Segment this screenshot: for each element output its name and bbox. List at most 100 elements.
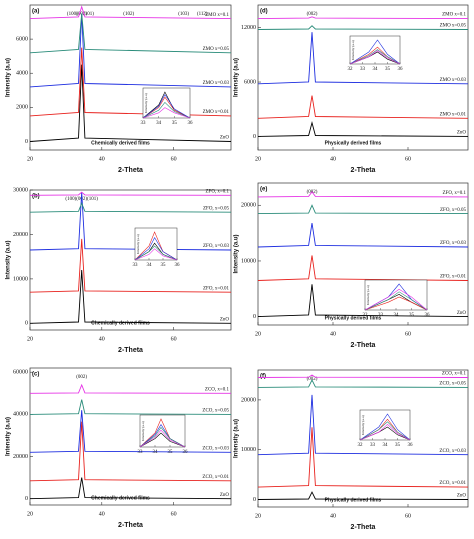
- y-tick-label: 0: [253, 497, 256, 503]
- y-tick-label: 0: [25, 496, 28, 502]
- peak-label: (100): [67, 12, 78, 17]
- inset-x-tick-label: 36: [398, 67, 404, 72]
- x-tick-label: 20: [255, 331, 261, 337]
- series-label: ZFO, x=0.01: [440, 275, 467, 280]
- inset-x-tick-label: 36: [183, 450, 189, 455]
- inset-y-label: Intensity (a.u): [141, 420, 145, 440]
- series-label: ZMO x=0.03: [440, 78, 467, 83]
- x-tick-label: 60: [405, 331, 411, 337]
- y-axis-label: Intensity (a.u): [6, 58, 12, 97]
- panel-label: (c): [32, 372, 39, 378]
- inset-x-tick-label: 34: [147, 263, 153, 268]
- series-line: [257, 491, 469, 500]
- series-line: [257, 284, 469, 318]
- series-line: [257, 374, 469, 378]
- y-tick-label: 0: [253, 314, 256, 320]
- inset-line: [364, 291, 428, 311]
- inset-x-tick-label: 35: [172, 121, 178, 126]
- panel-label: (b): [32, 194, 40, 200]
- series-label: ZnO: [457, 311, 467, 316]
- inset-x-tick-label: 33: [370, 443, 376, 448]
- caption: Chemically derived films: [91, 320, 150, 326]
- x-tick-label: 60: [171, 156, 177, 162]
- peak-label: (102): [123, 12, 134, 17]
- inset-line: [142, 107, 191, 119]
- series-label: ZnO: [220, 136, 230, 141]
- inset-x-tick-label: 34: [156, 121, 162, 126]
- series-line: [29, 64, 232, 142]
- inset-x-tick-label: 34: [153, 450, 159, 455]
- series-label: ZnO: [457, 494, 467, 499]
- y-tick-label: 20000: [241, 397, 256, 403]
- y-axis-label: Intensity (a.u): [6, 417, 12, 456]
- inset-x-tick-label: 36: [175, 263, 181, 268]
- x-axis-label: 2-Theta: [351, 342, 376, 349]
- series-label: ZCO, x=0.1: [205, 387, 230, 392]
- y-tick-label: 10000: [13, 276, 28, 282]
- caption: Physically derived films: [325, 315, 382, 321]
- series-label: ZCO, x=0.01: [439, 481, 466, 486]
- series-label: ZCO, x=0.05: [202, 409, 229, 414]
- series-line: [257, 223, 469, 248]
- inset-x-tick-label: 36: [408, 443, 414, 448]
- inset-line: [359, 421, 411, 441]
- series-line: [257, 378, 469, 388]
- series-label: ZFO, x=0.05: [440, 208, 467, 213]
- inset-x-tick-label: 35: [385, 67, 391, 72]
- y-tick-label: 20000: [13, 232, 28, 238]
- x-tick-label: 60: [171, 511, 177, 517]
- x-tick-label: 60: [171, 336, 177, 342]
- x-axis-label: 2-Theta: [351, 524, 376, 531]
- series-label: ZCO, x=0.03: [439, 449, 466, 454]
- inset-x-tick-label: 33: [141, 121, 147, 126]
- panel-label: (e): [260, 187, 267, 193]
- series-line: [257, 204, 469, 215]
- caption: Physically derived films: [325, 140, 382, 146]
- plot-frame: [29, 189, 232, 331]
- caption: Chemically derived films: [91, 140, 150, 146]
- series-line: [29, 477, 232, 500]
- x-tick-label: 60: [405, 156, 411, 162]
- x-axis-label: 2-Theta: [351, 167, 376, 174]
- inset-x-tick-label: 35: [161, 263, 167, 268]
- series-line: [29, 383, 232, 394]
- x-tick-label: 60: [405, 513, 411, 519]
- inset-x-tick-label: 33: [138, 450, 144, 455]
- x-tick-label: 40: [99, 511, 105, 517]
- inset-line: [142, 96, 191, 119]
- inset-x-tick-label: 32: [363, 313, 369, 318]
- y-tick-label: 10000: [241, 447, 256, 453]
- inset-x-tick-label: 35: [168, 450, 174, 455]
- series-label: ZCO, x=0.03: [202, 446, 229, 451]
- caption: Chemically derived films: [91, 495, 150, 501]
- series-line: [29, 191, 232, 196]
- series-label: ZnO: [220, 493, 230, 498]
- series-label: ZMO x=0.05: [203, 47, 230, 52]
- y-tick-label: 0: [25, 139, 28, 145]
- series-label: ZMO x=0.1: [442, 13, 466, 18]
- inset-line: [359, 423, 411, 441]
- inset-line: [364, 288, 428, 311]
- series-line: [29, 13, 232, 54]
- x-tick-label: 20: [27, 156, 33, 162]
- x-tick-label: 40: [99, 336, 105, 342]
- y-axis-label: Intensity (a.u): [234, 58, 240, 97]
- series-label: ZMO x=0.01: [203, 110, 230, 115]
- inset-y-label: Intensity (a.u): [366, 284, 370, 304]
- inset-line: [134, 248, 178, 261]
- inset-line: [349, 39, 401, 65]
- peak-label: (103): [178, 12, 189, 17]
- series-label: ZFO, x=0.03: [203, 244, 230, 249]
- inset-line: [142, 101, 191, 119]
- series-line: [257, 255, 469, 281]
- inset-y-label: Intensity (a.u): [361, 414, 365, 434]
- x-tick-label: 20: [27, 336, 33, 342]
- y-tick-label: 2000: [16, 105, 28, 111]
- series-label: ZCO, x=0.01: [202, 475, 229, 480]
- y-axis-label: Intensity (a.u): [6, 240, 12, 279]
- y-tick-label: 12000: [241, 25, 256, 31]
- y-tick-label: 0: [253, 134, 256, 140]
- series-label: ZnO: [220, 317, 230, 322]
- plot-frame: [29, 4, 232, 151]
- y-tick-label: 4000: [16, 71, 28, 77]
